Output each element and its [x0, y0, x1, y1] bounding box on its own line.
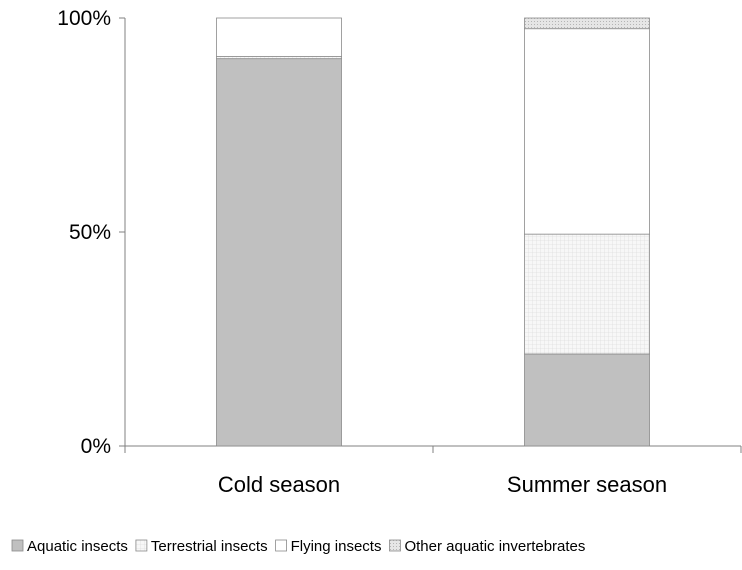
legend-label-terrestrial-insects: Terrestrial insects [151, 538, 268, 555]
bar-summer-season-aquatic-insects [524, 353, 650, 447]
legend: Aquatic insects Terrestrial insects Flying… [11, 538, 585, 555]
legend-swatch-other-aquatic-invertebrates [389, 539, 401, 552]
y-tick-label: 100% [57, 7, 111, 30]
legend-swatch-flying-insects [275, 539, 287, 552]
legend-label-flying-insects: Flying insects [291, 538, 382, 555]
y-tick-labels: 0% 50% 100% [57, 7, 111, 458]
bar-summer-season-other-aquatic-invertebrates [524, 17, 650, 30]
y-tick-label: 0% [81, 435, 111, 458]
legend-swatch-terrestrial-insects [135, 539, 148, 552]
bar-cold-season-aquatic-insects [216, 58, 342, 447]
category-labels: Cold season Summer season [218, 472, 667, 497]
bar-summer-season-flying-insects [524, 28, 650, 235]
bars [216, 17, 650, 447]
legend-label-other-aquatic-invertebrates: Other aquatic invertebrates [404, 538, 585, 555]
y-tick-label: 50% [69, 221, 111, 244]
legend-swatch-aquatic-insects [11, 539, 24, 552]
bar-summer-season-terrestrial-insects [524, 233, 650, 355]
legend-label-aquatic-insects: Aquatic insects [27, 538, 128, 555]
x-tick-label: Summer season [507, 472, 667, 497]
bar-cold-season-flying-insects [216, 17, 342, 57]
x-tick-label: Cold season [218, 472, 340, 497]
